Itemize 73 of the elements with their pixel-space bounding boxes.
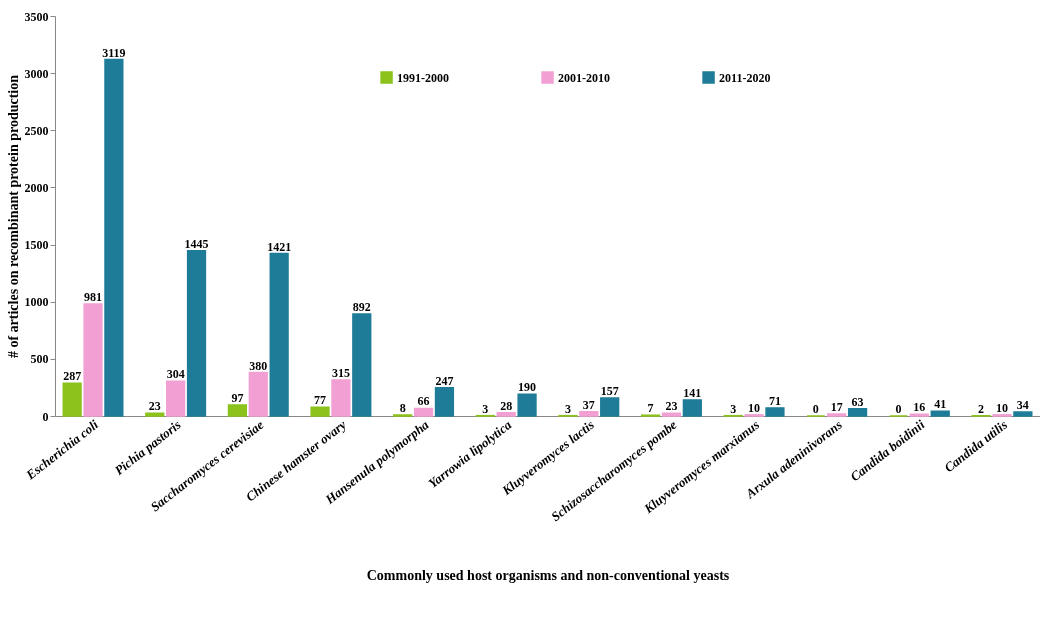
data-label: 10: [995, 400, 1008, 415]
bar: [248, 371, 268, 417]
data-label: 190: [518, 380, 537, 395]
data-label: 1421: [267, 239, 292, 254]
bar: [847, 408, 868, 417]
bar: [310, 406, 330, 417]
bar: [352, 313, 372, 417]
bar: [413, 407, 434, 417]
bar: [331, 379, 351, 417]
bar: [186, 250, 207, 417]
data-label: 7: [647, 401, 654, 416]
bar: [579, 411, 599, 417]
data-label: 0: [812, 402, 819, 416]
bar: [661, 412, 682, 417]
data-label: 37: [582, 397, 595, 412]
data-label: 892: [352, 300, 371, 315]
bar: [83, 303, 103, 417]
data-label: 10: [748, 400, 761, 415]
data-label: 3: [564, 401, 571, 416]
legend-label: 2001-2010: [558, 70, 611, 85]
bar: [765, 407, 785, 417]
bar: [930, 410, 950, 417]
legend-label: 1991-2000: [397, 70, 450, 85]
data-label: 34: [1016, 398, 1029, 413]
data-label: 1445: [184, 236, 209, 251]
y-tick-label: 2000: [24, 180, 49, 195]
data-label: 287: [63, 369, 82, 384]
data-label: 3119: [102, 45, 126, 60]
bar: [517, 393, 537, 417]
data-label: 380: [249, 358, 268, 373]
data-label: 63: [851, 394, 864, 409]
y-axis-title: # of articles on recombinant protein production: [5, 74, 21, 359]
bar: [496, 412, 516, 417]
data-label: 28: [500, 398, 513, 413]
data-label: 315: [331, 366, 350, 380]
data-label: 97: [231, 390, 244, 405]
bar: [166, 380, 186, 417]
data-label: 141: [683, 385, 702, 400]
data-label: 981: [84, 289, 103, 304]
y-tick-label: 1500: [24, 238, 49, 253]
data-label: 3: [730, 401, 737, 416]
data-label: 66: [417, 394, 430, 409]
data-label: 23: [665, 399, 678, 414]
bar: [600, 397, 620, 417]
data-label: 157: [600, 384, 619, 399]
data-label: 3: [482, 401, 489, 416]
data-label: 23: [148, 399, 161, 414]
bar: [269, 252, 289, 417]
x-axis-title: Commonly used host organisms and non-conventional yeasts: [366, 568, 730, 584]
bar: [682, 399, 702, 417]
data-label: 8: [399, 401, 406, 416]
y-tick-label: 0: [42, 409, 49, 424]
data-label: 77: [314, 393, 327, 408]
bar: [434, 387, 455, 417]
data-label: 16: [913, 400, 926, 415]
data-label: 304: [166, 367, 185, 382]
y-tick-label: 1000: [24, 295, 49, 310]
data-label: 0: [895, 402, 902, 416]
bar: [104, 58, 124, 417]
y-tick-label: 3500: [24, 9, 49, 24]
data-label: 247: [435, 373, 454, 388]
legend-label: 2011-2020: [719, 70, 771, 85]
data-label: 2: [978, 401, 985, 416]
data-label: 71: [768, 393, 781, 408]
y-tick-label: 2500: [24, 123, 49, 138]
bar: [1013, 411, 1033, 417]
bar: [227, 404, 248, 417]
y-tick-label: 3000: [24, 66, 49, 81]
bar: [145, 412, 165, 417]
data-label: 17: [830, 400, 843, 415]
data-label: 41: [934, 397, 947, 412]
y-tick-label: 500: [30, 352, 49, 367]
bar: [62, 382, 82, 417]
